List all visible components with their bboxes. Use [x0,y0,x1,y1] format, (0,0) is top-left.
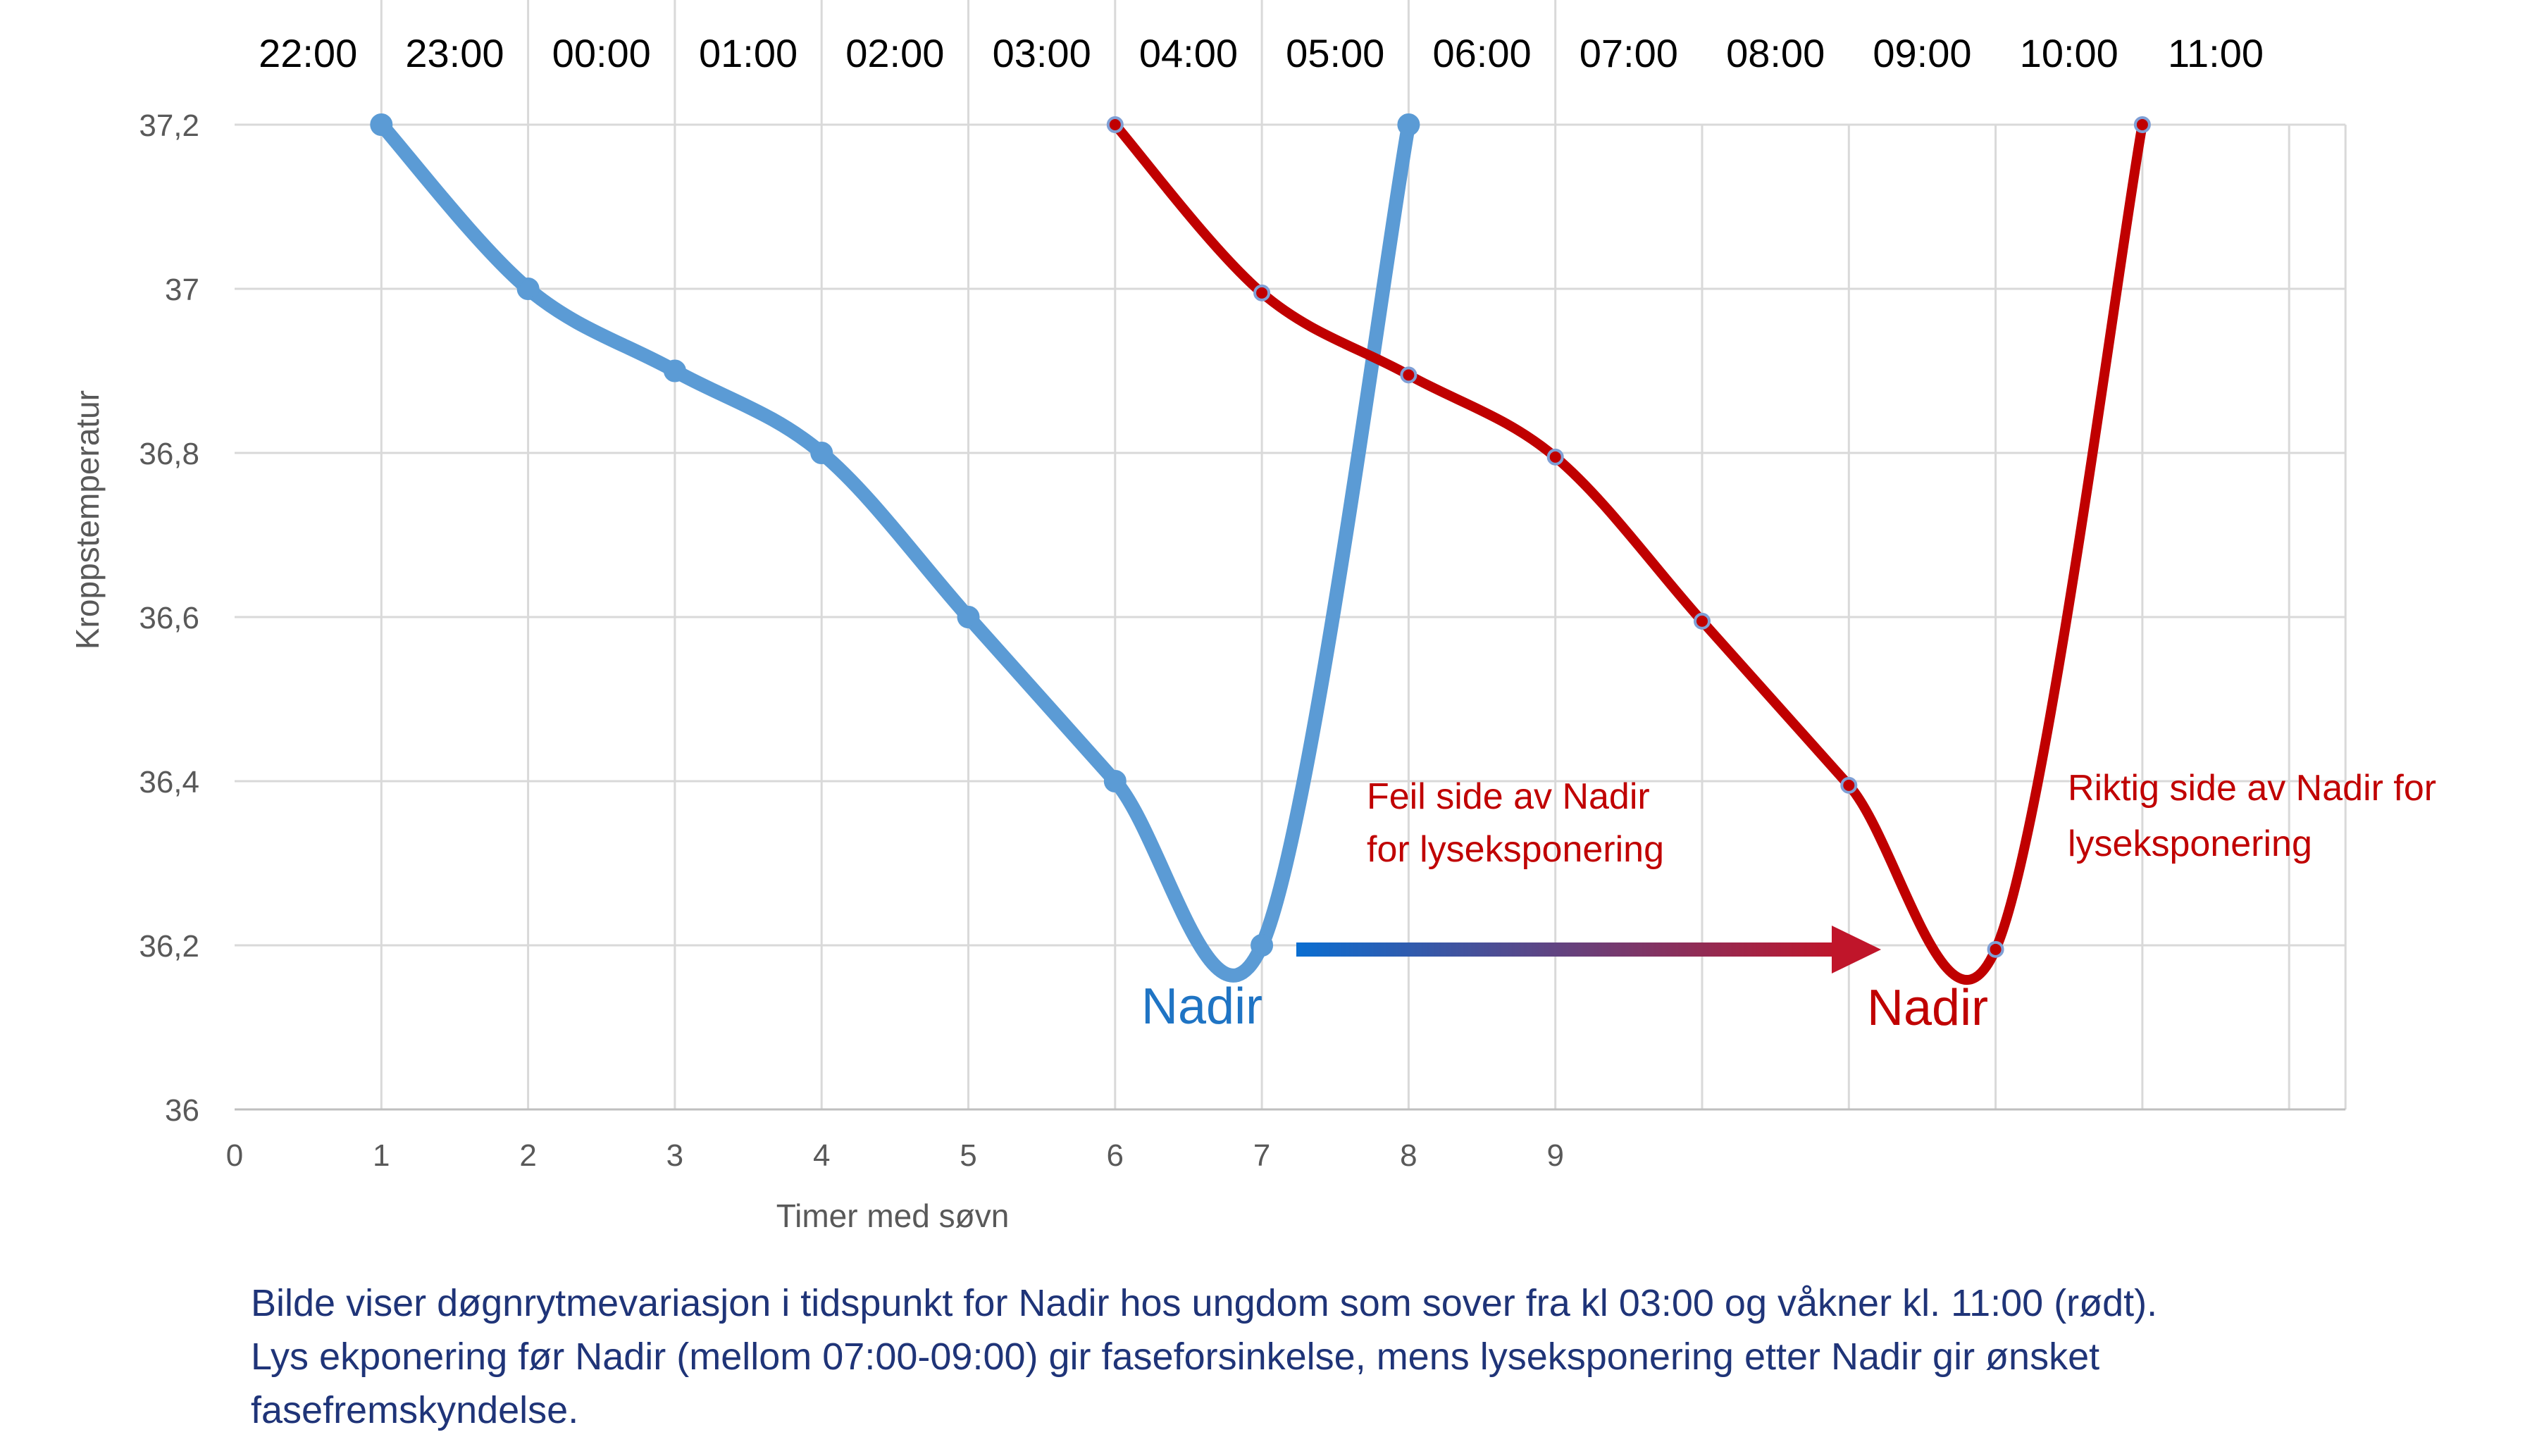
time-of-day-label: 10:00 [2020,31,2118,75]
time-of-day-label: 22:00 [259,31,357,75]
data-point [1253,284,1271,301]
time-of-day-row: 22:00 23:00 00:00 01:00 02:00 03:00 04:00 05:00… [259,31,2264,75]
wrong-side-line1: Feil side av Nadir [1367,776,1650,817]
data-point [1546,448,1564,466]
series [370,113,2151,985]
x-tick-label: 8 [1400,1138,1417,1173]
data-point [1251,934,1274,957]
x-axis-label: Timer med søvn [776,1197,1010,1234]
y-tick-label: 36 [165,1093,199,1128]
x-tick-label: 7 [1253,1138,1270,1173]
y-tick-label: 36,2 [139,929,199,964]
data-point [2133,116,2151,133]
series-line [1110,120,2147,985]
x-tick-label: 2 [519,1138,536,1173]
x-tick-label: 6 [1107,1138,1124,1173]
y-tick-label: 37 [165,273,199,307]
time-of-day-label: 06:00 [1432,31,1531,75]
wrong-side-line2: for lyseksponering [1367,829,1664,870]
y-tick-label: 36,6 [139,601,199,635]
data-point [1106,116,1124,133]
time-of-day-label: 04:00 [1139,31,1238,75]
data-point [810,442,833,464]
right-side-line2: lyseksponering [2068,823,2312,864]
time-of-day-label: 07:00 [1580,31,1678,75]
time-of-day-label: 23:00 [405,31,504,75]
data-point [1840,776,1858,794]
caption-line-2: Lys ekponering før Nadir (mellom 07:00-0… [251,1336,2100,1378]
data-point [370,113,393,136]
arrow-head [1832,926,1881,973]
data-point [957,606,980,628]
x-tick-label: 3 [666,1138,683,1173]
y-tick-label: 36,4 [139,765,199,799]
time-of-day-label: 11:00 [2168,31,2264,75]
right-side-line1: Riktig side av Nadir for [2068,768,2436,809]
data-point [1694,612,1711,630]
time-of-day-label: 03:00 [993,31,1091,75]
y-tick-label: 36,8 [139,437,199,471]
caption-line-3: fasefremskyndelse. [251,1389,579,1431]
data-point [516,278,540,300]
axes: 36 36,2 36,4 36,6 36,8 37 37,2 0 1 2 3 4 5 6 7 8 9 [139,108,2346,1173]
caption-line-1: Bilde viser døgnrytmevariasjon i tidspun… [251,1282,2158,1324]
data-point [1103,770,1127,792]
x-tick-label: 4 [813,1138,830,1173]
data-point [1400,366,1417,384]
arrow-shaft [1296,942,1839,957]
nadir-red-label: Nadir [1867,980,1988,1036]
x-tick-label: 5 [960,1138,976,1173]
grid [235,0,2347,1109]
time-of-day-label: 02:00 [845,31,944,75]
y-tick-label: 37,2 [139,108,199,143]
time-of-day-label: 05:00 [1286,31,1384,75]
time-of-day-label: 09:00 [1873,31,1971,75]
data-point [1397,113,1420,136]
x-tick-label: 9 [1546,1138,1563,1173]
time-of-day-label: 01:00 [699,31,798,75]
y-axis-label: Kroppstemperatur [69,390,106,649]
nadir-blue-label: Nadir [1141,978,1262,1035]
phase-shift-arrow [1296,926,1881,973]
time-of-day-label: 08:00 [1726,31,1825,75]
caption: Bilde viser døgnrytmevariasjon i tidspun… [251,1276,2505,1437]
data-point [663,359,686,382]
time-of-day-label: 00:00 [552,31,651,75]
x-tick-label: 1 [373,1138,390,1173]
series-line [374,118,1416,983]
x-tick-label: 0 [226,1138,243,1173]
data-point [1987,940,2004,958]
